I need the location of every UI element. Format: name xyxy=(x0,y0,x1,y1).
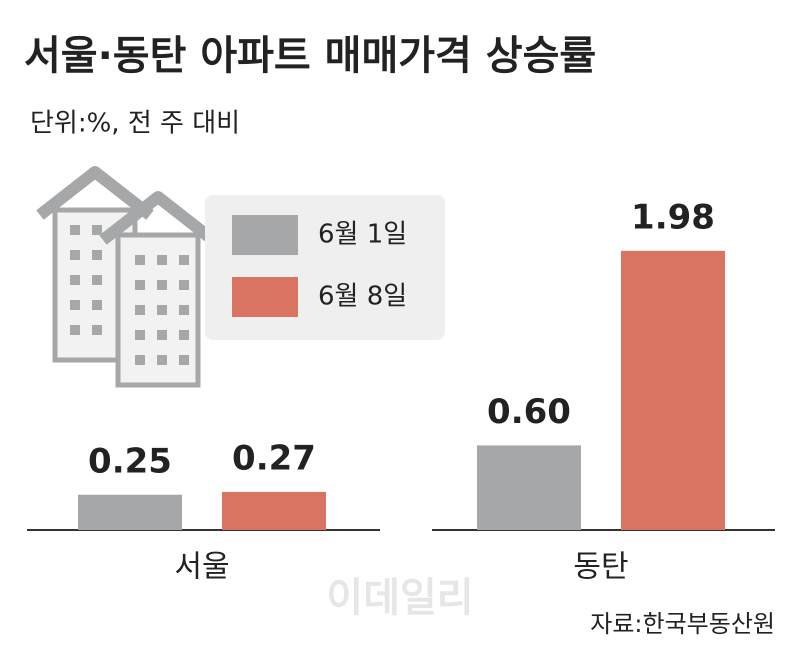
value-label: 1.98 xyxy=(631,197,715,237)
category-label: 동탄 xyxy=(573,550,628,585)
building-icon xyxy=(36,166,217,388)
building-windows xyxy=(70,225,189,365)
legend-swatch xyxy=(232,277,298,317)
bar xyxy=(621,250,725,530)
watermark: 이데일리 xyxy=(326,575,473,621)
bar xyxy=(477,445,581,530)
bar xyxy=(222,491,326,530)
legend-label: 6월 1일 xyxy=(318,220,407,250)
bar xyxy=(78,494,182,530)
value-label: 0.25 xyxy=(88,441,172,481)
legend-swatch xyxy=(232,215,298,255)
source: 자료:한국부동산원 xyxy=(590,610,775,638)
chart-subtitle: 단위:%, 전 주 대비 xyxy=(30,109,240,139)
value-label: 0.60 xyxy=(487,392,571,432)
category-label: 서울 xyxy=(174,550,229,585)
chart-title: 서울·동탄 아파트 매매가격 상승률 xyxy=(24,33,596,79)
legend-label: 6월 8일 xyxy=(318,282,407,312)
value-label: 0.27 xyxy=(232,438,316,478)
